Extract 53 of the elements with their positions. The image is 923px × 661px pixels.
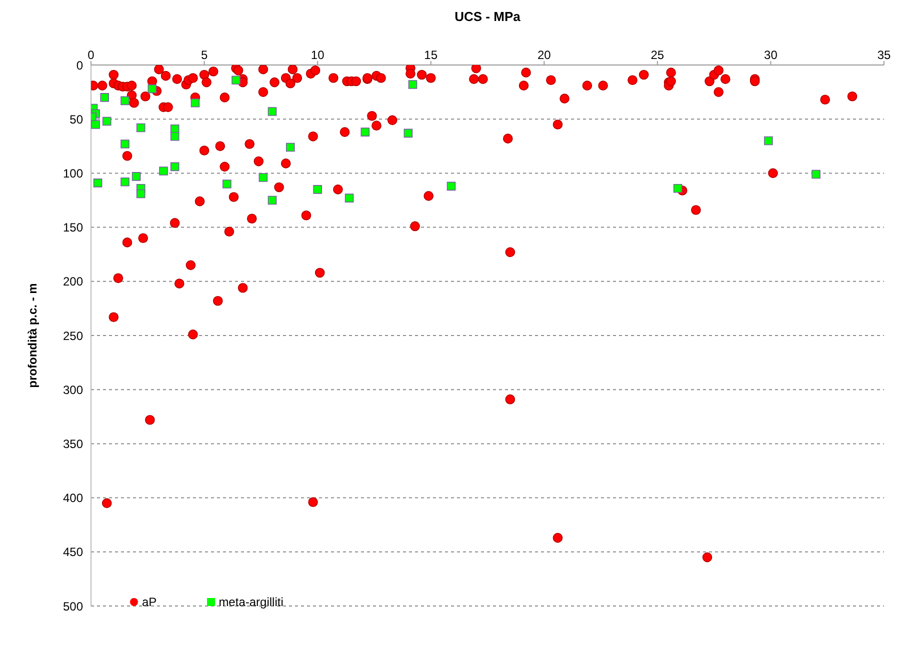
point <box>222 180 232 188</box>
y-tick-label: 250 <box>62 328 84 343</box>
point <box>170 162 180 172</box>
legend-label: aP <box>142 595 157 609</box>
point <box>673 184 682 193</box>
y-tick-label: 0 <box>76 58 84 72</box>
point <box>100 93 109 102</box>
point <box>136 123 146 132</box>
x-axis-title: UCS - MPa <box>454 9 522 24</box>
x-tick-label: 35 <box>877 48 891 62</box>
y-tick-label: 50 <box>70 112 84 126</box>
x-tick-label: 25 <box>650 48 664 62</box>
point <box>360 128 370 136</box>
point <box>404 128 413 138</box>
point <box>120 140 130 148</box>
point <box>812 170 820 179</box>
point <box>102 116 112 126</box>
x-tick-label: 5 <box>200 48 208 62</box>
y-axis-title: profondità p.c. - m <box>25 283 40 388</box>
point <box>408 80 418 89</box>
point <box>136 189 146 198</box>
point <box>93 178 102 188</box>
point <box>268 107 277 116</box>
point <box>120 96 130 106</box>
point <box>268 196 277 205</box>
y-tick-label: 200 <box>62 274 84 289</box>
y-tick-label: 350 <box>62 436 84 451</box>
point <box>286 142 295 152</box>
x-tick-label: 15 <box>424 48 438 62</box>
point <box>148 84 157 94</box>
y-tick-label: 300 <box>62 382 84 397</box>
point <box>190 98 200 108</box>
x-tick-label: 20 <box>537 48 552 62</box>
legend-label: meta-argilliti <box>218 595 284 609</box>
y-tick-label: 500 <box>62 599 84 614</box>
x-tick-label: 10 <box>310 48 325 62</box>
point <box>159 166 168 176</box>
x-tick-label: 0 <box>88 48 95 62</box>
point <box>132 172 141 181</box>
y-tick-label: 150 <box>62 220 84 235</box>
point <box>120 177 130 186</box>
point <box>232 76 240 85</box>
point <box>91 120 100 129</box>
point <box>170 132 180 141</box>
y-tick-label: 450 <box>62 545 84 560</box>
point <box>313 185 322 194</box>
point <box>764 136 773 146</box>
point <box>258 173 268 182</box>
point <box>446 182 456 191</box>
point <box>344 194 354 202</box>
y-tick-label: 100 <box>62 166 84 180</box>
y-tick-label: 400 <box>62 491 84 506</box>
x-tick-label: 30 <box>764 48 778 62</box>
